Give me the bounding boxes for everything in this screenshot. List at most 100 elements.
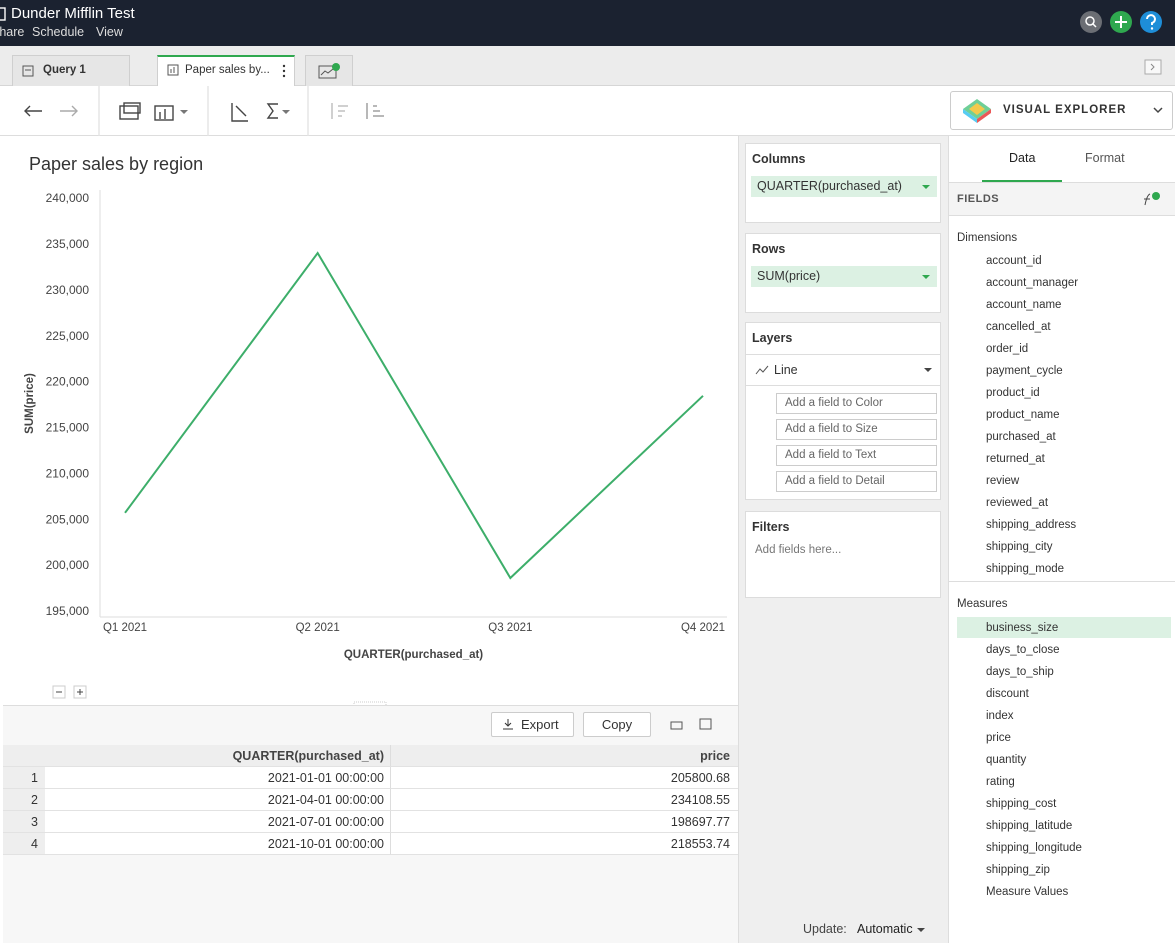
field-item[interactable]: discount [986,683,1175,705]
shelves-panel: Columns QUARTER(purchased_at) Rows SUM(p… [738,136,948,943]
aggregate-button[interactable] [268,104,290,118]
swap-axes-button[interactable] [232,103,248,121]
undo-button[interactable] [25,106,42,116]
pill-caret [921,184,931,190]
table-header: price [390,745,738,767]
new-chart-tab[interactable] [305,55,353,86]
encoding-input[interactable]: Add a field to Detail [776,471,937,492]
mark-type-select[interactable]: Line [746,354,940,386]
field-item[interactable]: payment_cycle [986,360,1175,382]
field-item[interactable]: Measure Values [986,881,1175,903]
price-cell: 205800.68 [390,767,738,789]
measures-title: Measures [957,598,1008,610]
field-item[interactable]: cancelled_at [986,316,1175,338]
field-item[interactable]: order_id [986,338,1175,360]
chart-type-button[interactable] [155,106,188,120]
field-item[interactable]: product_id [986,382,1175,404]
encoding-input[interactable]: Add a field to Size [776,419,937,440]
field-item[interactable]: shipping_latitude [986,815,1175,837]
menu-schedule[interactable]: Schedule [32,25,84,39]
field-item[interactable]: price [986,727,1175,749]
y-tick-label: 195,000 [46,604,90,618]
field-item[interactable]: index [986,705,1175,727]
encoding-input[interactable]: Add a field to Color [776,393,937,414]
tab-menu[interactable] [281,64,287,78]
update-caret [916,927,926,933]
y-tick-label: 225,000 [46,329,90,343]
update-mode[interactable]: Automatic [857,922,926,936]
dimensions-title: Dimensions [957,232,1017,244]
explorer-selector[interactable]: VISUAL EXPLORER [950,91,1173,130]
date-cell: 2021-10-01 00:00:00 [45,833,390,855]
copy-button[interactable]: Copy [583,712,651,737]
price-cell: 198697.77 [390,811,738,833]
export-button[interactable]: Export [491,712,574,737]
menu-view[interactable]: View [96,25,123,39]
field-item[interactable]: returned_at [986,448,1175,470]
field-item[interactable]: review [986,470,1175,492]
top-bar: Dunder Mifflin Test Share Schedule View [0,0,1175,46]
tab-icon [22,65,34,77]
shelf-title: Columns [752,152,805,166]
sort-asc-button[interactable] [332,103,348,119]
columns-pill[interactable]: QUARTER(purchased_at) [751,176,937,197]
field-item[interactable]: shipping_address [986,514,1175,536]
redo-button[interactable] [60,106,77,116]
field-item[interactable]: rating [986,771,1175,793]
field-item[interactable]: reviewed_at [986,492,1175,514]
field-item[interactable]: shipping_longitude [986,837,1175,859]
maximize-pane[interactable] [700,719,711,729]
field-item[interactable]: shipping_cost [986,793,1175,815]
pill-caret [921,274,931,280]
date-cell: 2021-07-01 00:00:00 [45,811,390,833]
field-item[interactable]: product_name [986,404,1175,426]
help-button[interactable] [1140,11,1162,33]
rows-pill[interactable]: SUM(price) [751,266,937,287]
field-item[interactable]: days_to_close [986,639,1175,661]
field-item[interactable]: quantity [986,749,1175,771]
tab-label: Query 1 [43,56,86,85]
data-tab[interactable]: Data [1009,151,1035,165]
zoom-out[interactable] [53,686,65,698]
data-line [125,253,703,578]
y-tick-label: 205,000 [46,512,90,526]
menu-share[interactable]: Share [0,25,24,39]
encoding-input[interactable]: Add a field to Text [776,445,937,466]
field-item[interactable]: account_name [986,294,1175,316]
field-item[interactable]: shipping_city [986,536,1175,558]
export-label: Export [521,713,559,736]
minimize-pane[interactable] [671,722,682,729]
field-item[interactable]: days_to_ship [986,661,1175,683]
field-item[interactable]: account_id [986,250,1175,272]
add-layer-button[interactable] [120,103,140,119]
field-item[interactable]: purchased_at [986,426,1175,448]
field-item[interactable]: account_manager [986,272,1175,294]
field-item[interactable]: shipping_zip [986,859,1175,881]
y-tick-label: 220,000 [46,375,90,389]
chart-title: Paper sales by region [29,154,203,174]
fields-panel: Data Format FIELDS Dimensions Measures a… [948,136,1175,943]
export-icon [502,718,514,731]
y-axis-label: SUM(price) [24,373,36,434]
copy-label: Copy [602,717,632,732]
zoom-in[interactable] [74,686,86,698]
format-tab[interactable]: Format [1085,151,1125,165]
row-index: 2 [3,789,45,811]
row-index: 3 [3,811,45,833]
formula-button[interactable] [1141,191,1161,207]
sort-desc-button[interactable] [367,103,384,119]
tab-query[interactable]: Query 1 [12,55,130,86]
price-cell: 218553.74 [390,833,738,855]
collapse-button[interactable] [1144,59,1162,75]
tab-chart[interactable]: Paper sales by... [157,55,295,86]
search-button[interactable] [1080,11,1102,33]
field-item[interactable]: shipping_mode [986,558,1175,580]
shelf-title: Rows [752,242,785,256]
shelf-title: Layers [752,331,792,345]
tab-label: Paper sales by... [185,57,270,84]
field-item[interactable]: business_size [986,617,1175,639]
select-caret [923,367,933,373]
y-tick-label: 230,000 [46,283,90,297]
add-button[interactable] [1110,11,1132,33]
